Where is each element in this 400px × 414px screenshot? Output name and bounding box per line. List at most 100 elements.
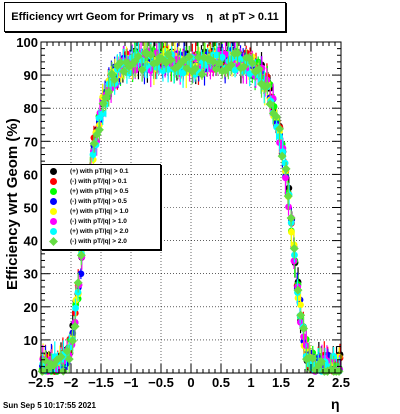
legend-marker <box>50 208 57 215</box>
data-point <box>207 65 214 73</box>
data-point <box>37 366 47 376</box>
legend-label: (-) with pT/|q| > 0.1 <box>70 178 127 185</box>
data-point <box>104 87 114 97</box>
data-point <box>76 250 86 260</box>
data-point <box>283 191 293 201</box>
x-tick-label: 0.5 <box>212 375 230 390</box>
legend-label: (+) with pT/|q| > 2.0 <box>70 228 129 235</box>
legend-entry: (+) with pT/|q| > 0.5 <box>42 187 160 197</box>
data-point <box>179 69 187 77</box>
legend-entry: (+) with pT/|q| > 1.0 <box>42 207 160 217</box>
legend-marker <box>49 237 58 246</box>
x-tick-label: −2 <box>64 375 79 390</box>
data-point <box>277 151 287 161</box>
data-point <box>179 55 189 65</box>
x-tick-label: −1.5 <box>88 375 114 390</box>
data-point <box>41 356 51 366</box>
data-point <box>316 356 326 366</box>
legend-marker <box>50 228 57 235</box>
data-point <box>218 53 226 61</box>
legend-label: (+) with pT/|q| > 0.1 <box>70 168 129 175</box>
data-point <box>70 321 80 331</box>
y-tick-label: 70 <box>24 134 38 149</box>
y-tick-label: 0 <box>31 366 38 381</box>
legend: (+) with pT/|q| > 0.1 (-) with pT/|q| > 0… <box>41 164 161 250</box>
data-point <box>64 354 74 364</box>
data-point <box>109 75 119 85</box>
y-tick-label: 50 <box>24 201 38 216</box>
data-point <box>236 63 246 73</box>
data-point <box>95 114 103 122</box>
legend-entry: (-) with pT/|q| > 0.5 <box>42 197 160 207</box>
data-point <box>275 124 285 134</box>
data-point <box>254 58 262 66</box>
data-point <box>73 278 83 288</box>
y-tick-label: 60 <box>24 167 38 182</box>
y-tick-label: 40 <box>24 234 38 249</box>
data-point <box>288 228 295 236</box>
legend-marker <box>50 188 57 195</box>
data-point <box>115 58 125 68</box>
data-point <box>94 125 104 135</box>
legend-label: (-) with pT/|q| > 2.0 <box>70 238 127 245</box>
data-point <box>282 174 289 182</box>
y-tick-label: 90 <box>24 68 38 83</box>
data-point <box>190 64 200 74</box>
data-point <box>281 164 291 174</box>
data-point <box>133 51 143 61</box>
data-point <box>226 60 236 70</box>
data-point <box>233 48 243 58</box>
legend-label: (-) with pT/|q| > 0.5 <box>70 198 127 205</box>
legend-entry: (-) with pT/|q| > 0.1 <box>42 177 160 187</box>
data-point <box>293 285 303 295</box>
y-tick-label: 80 <box>24 101 38 116</box>
x-tick-label: 2.5 <box>332 375 350 390</box>
data-point <box>296 310 306 320</box>
x-axis-label: η <box>331 396 340 412</box>
data-point <box>89 139 99 149</box>
x-tick-label: 0 <box>187 375 194 390</box>
x-tick-label: 1.5 <box>272 375 290 390</box>
data-point <box>72 304 79 312</box>
data-point <box>299 324 309 334</box>
y-tick-label: 30 <box>24 267 38 282</box>
data-point <box>281 159 289 167</box>
data-point <box>297 301 304 309</box>
y-tick-label: 100 <box>16 35 38 50</box>
data-point <box>112 61 122 71</box>
data-point <box>137 65 147 75</box>
y-axis-label: Efficiency wrt Geom (%) <box>4 118 21 290</box>
x-tick-label: 1 <box>247 375 254 390</box>
data-point <box>214 58 224 68</box>
data-point <box>286 213 296 223</box>
data-point <box>193 52 203 62</box>
data-point <box>184 51 194 61</box>
data-point <box>289 243 299 253</box>
y-tick-label: 10 <box>24 333 38 348</box>
axes: −2.5 −2 −1.5 −1 −0.5 0 0.5 1 1.5 2 2.5 0 10 20 30 40 50 6… <box>16 35 350 390</box>
x-tick-label: −2.5 <box>28 375 54 390</box>
legend-marker <box>50 168 57 175</box>
legend-marker <box>50 198 57 205</box>
data-point <box>201 61 209 69</box>
chart-title: Efficiency wrt Geom for Primary vs η at … <box>4 2 286 32</box>
legend-entry: (+) with pT/|q| > 2.0 <box>42 227 160 237</box>
legend-entry: (+) with pT/|q| > 0.1 <box>42 167 160 177</box>
timestamp: Sun Sep 5 10:17:55 2021 <box>3 401 96 410</box>
legend-label: (+) with pT/|q| > 1.0 <box>70 208 129 215</box>
legend-label: (+) with pT/|q| > 0.5 <box>70 188 129 195</box>
y-tick-label: 20 <box>24 300 38 315</box>
legend-marker <box>50 218 57 225</box>
legend-marker <box>50 178 57 185</box>
data-point <box>99 110 107 118</box>
data-point <box>262 81 272 91</box>
data-point <box>271 111 281 121</box>
legend-label: (-) with pT/|q| > 1.0 <box>70 218 127 225</box>
data-point <box>265 99 275 109</box>
x-tick-label: 2 <box>307 375 314 390</box>
x-tick-label: −1 <box>124 375 139 390</box>
data-point <box>213 51 221 59</box>
data-point <box>56 352 66 362</box>
data-points <box>37 42 344 376</box>
